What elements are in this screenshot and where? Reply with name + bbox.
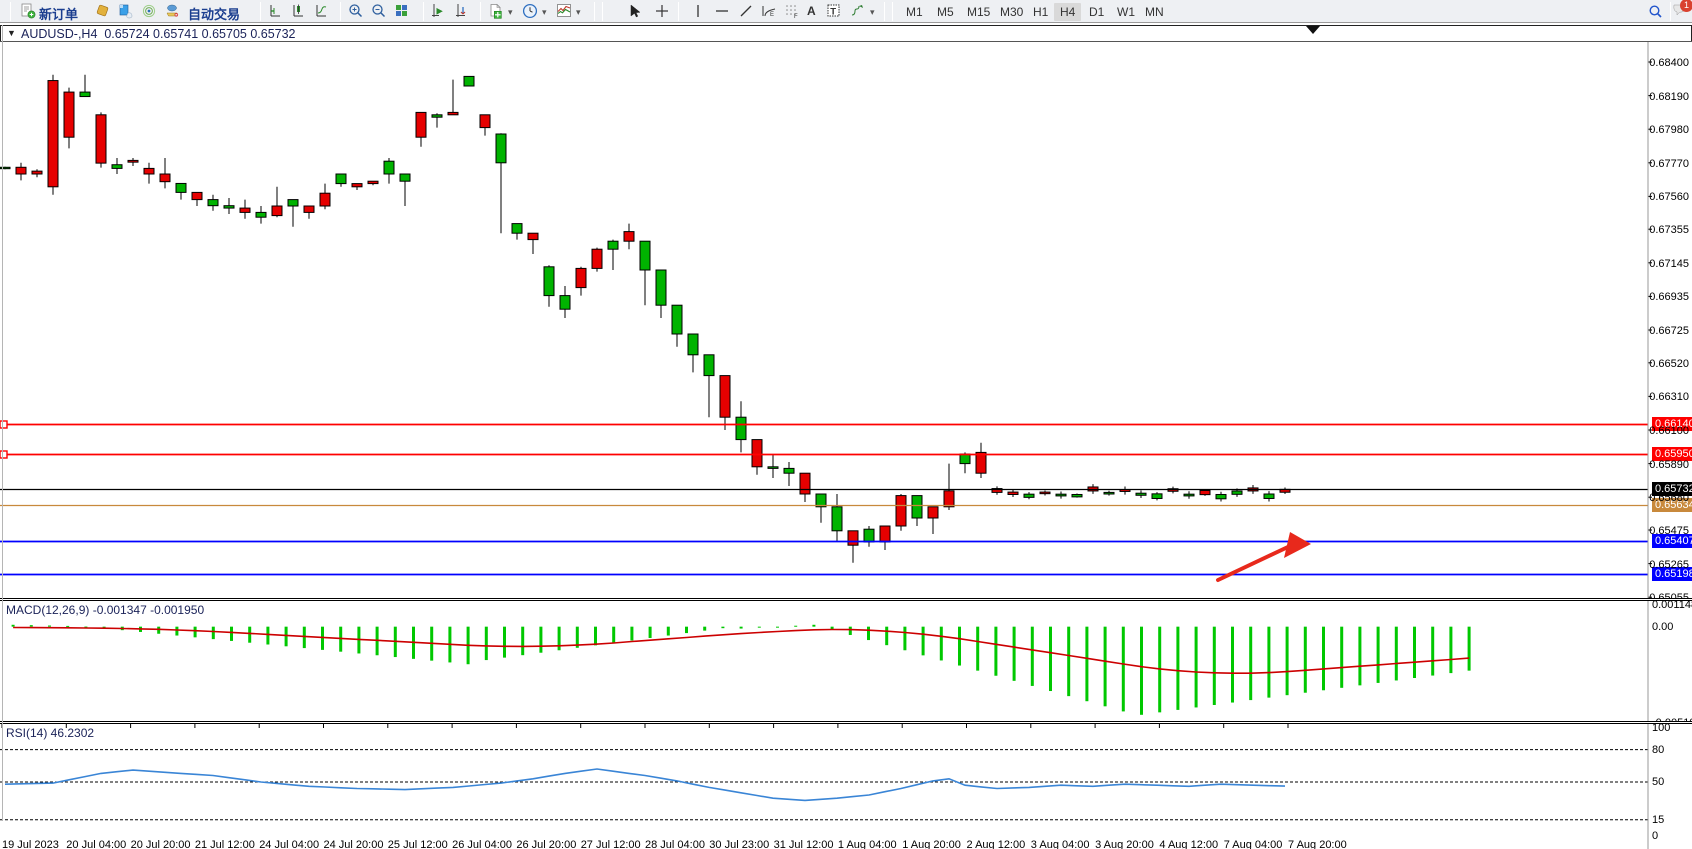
svg-text:E: E — [770, 12, 774, 18]
svg-text:T: T — [830, 7, 836, 18]
svg-text:F: F — [794, 14, 798, 19]
